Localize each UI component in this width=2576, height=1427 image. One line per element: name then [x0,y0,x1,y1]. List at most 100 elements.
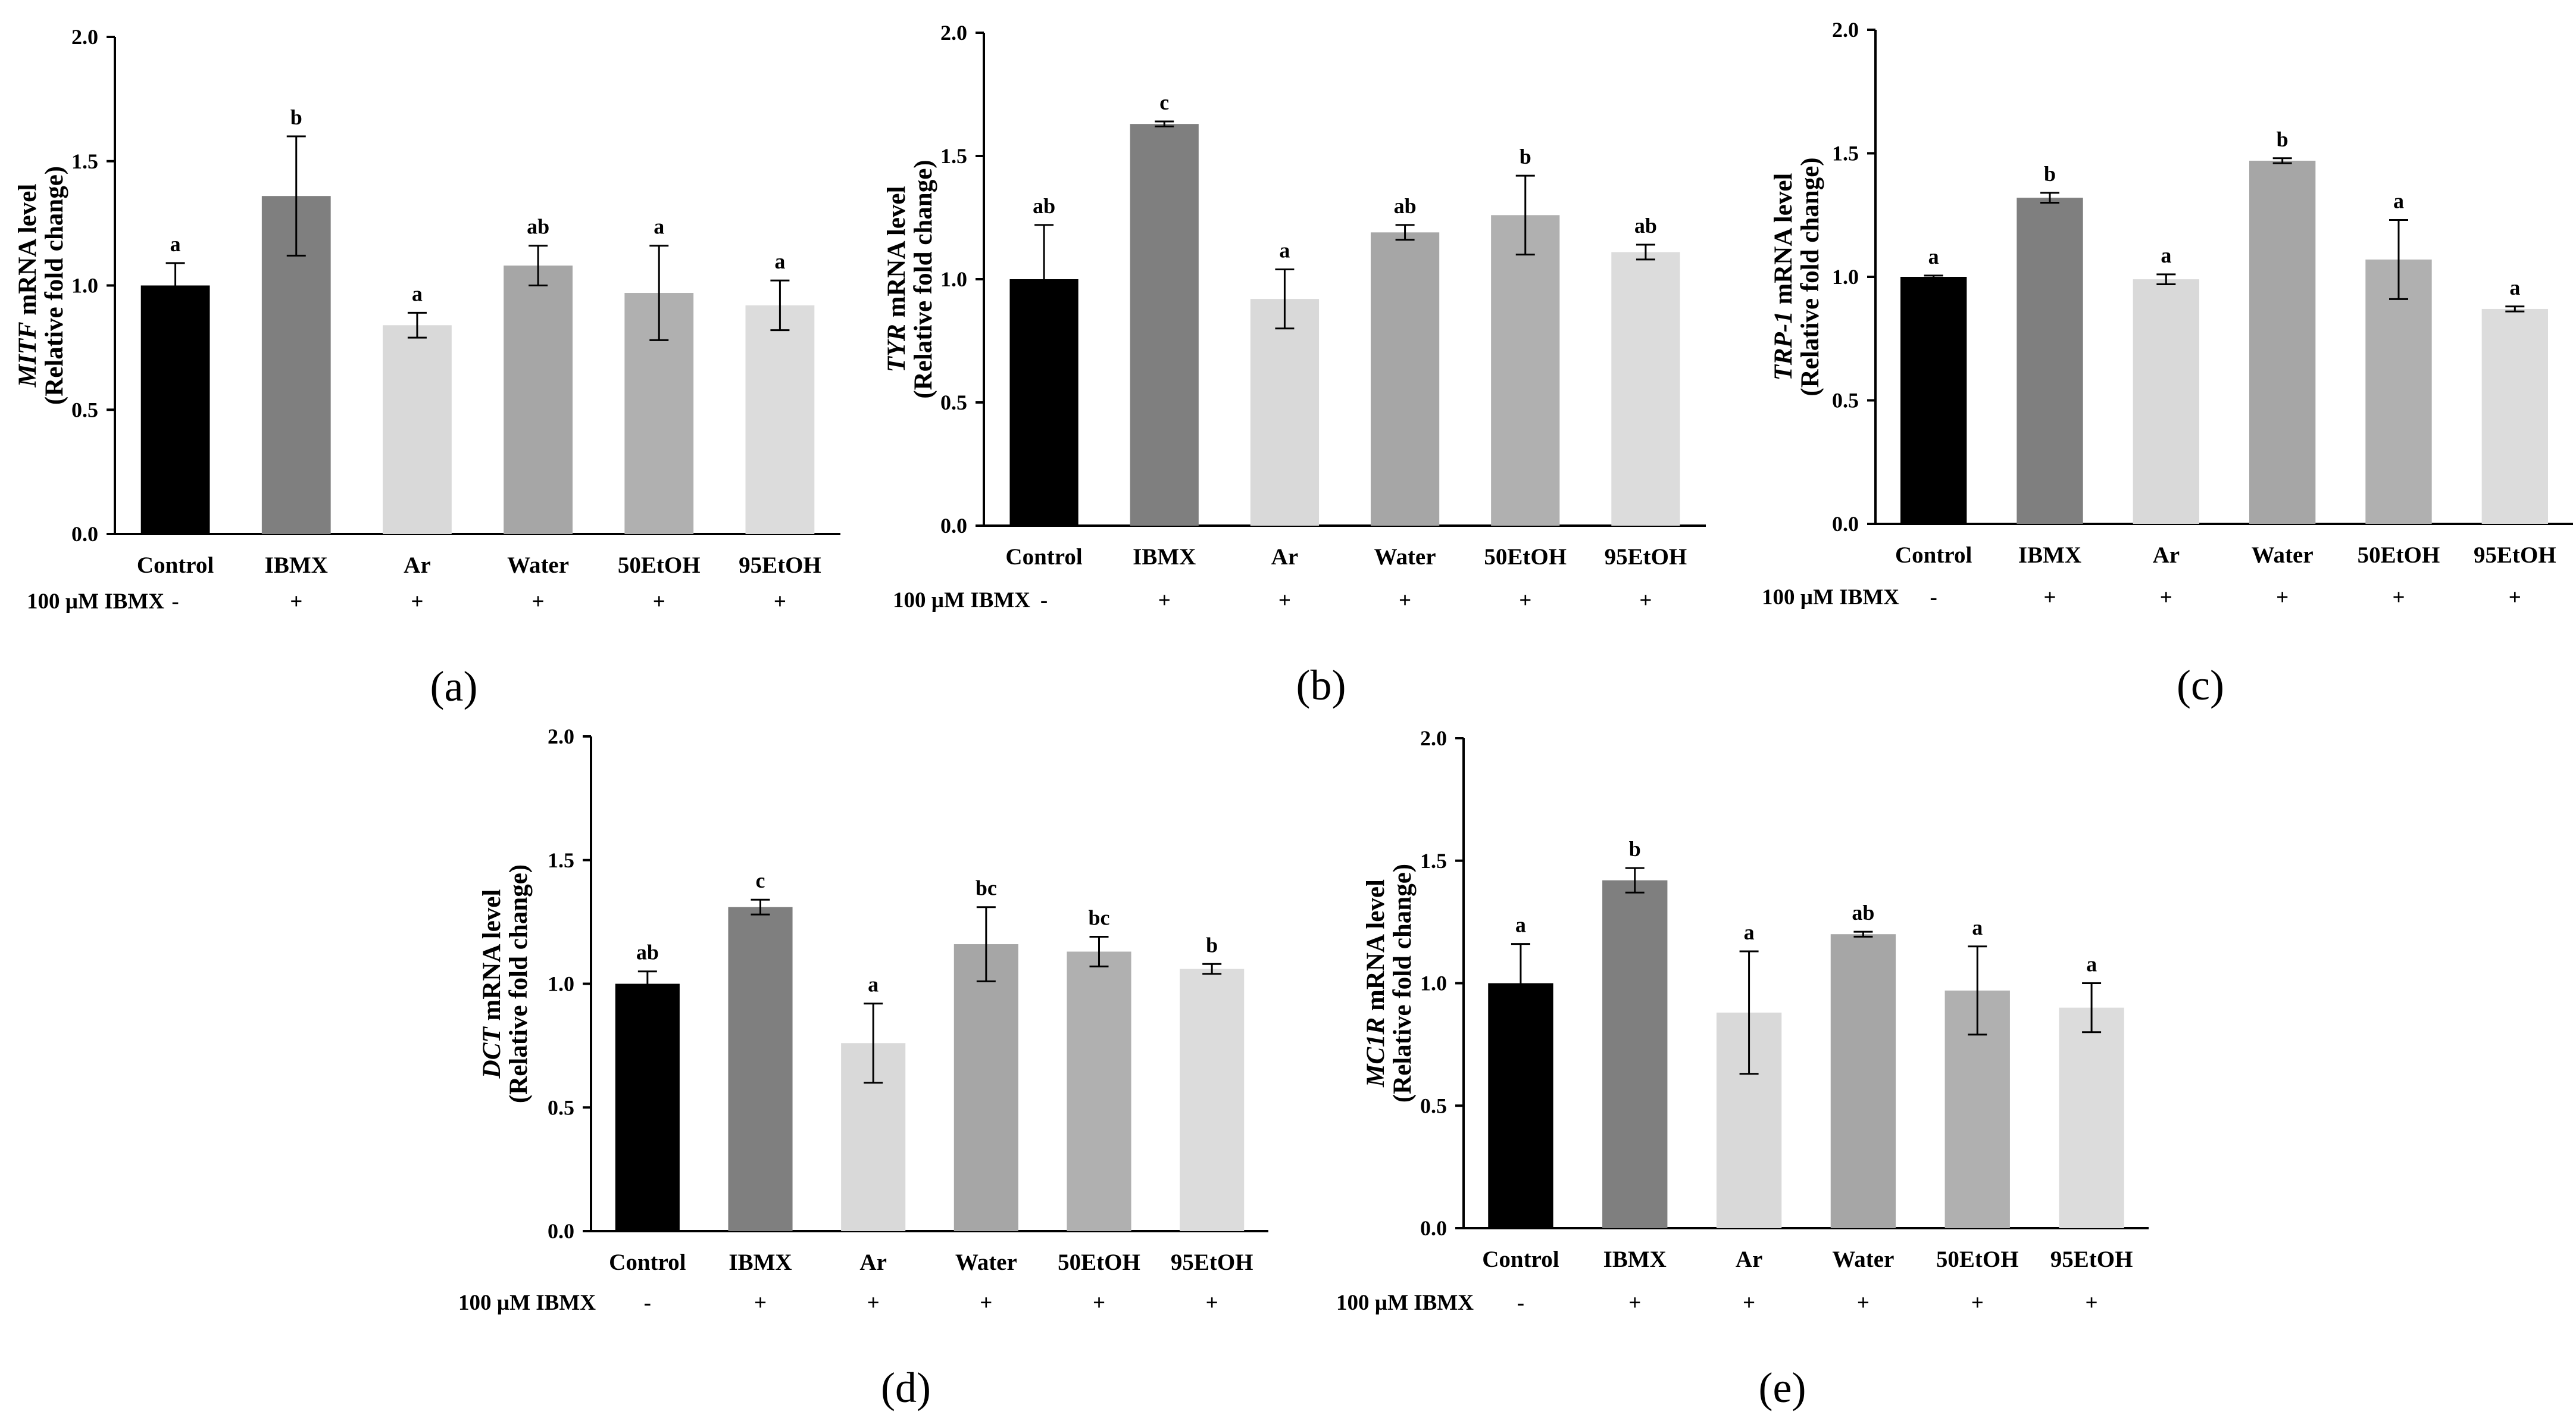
treatment-sign: - [644,1291,651,1315]
treatment-sign: + [980,1291,992,1315]
significance-label: a [654,215,664,239]
y-tick-label: 0.5 [1832,389,1859,413]
y-tick-label: 1.0 [1420,972,1447,995]
treatment-sign: + [1158,588,1171,613]
y-tick-label: 0.0 [71,522,98,546]
category-label: IBMX [2018,542,2081,568]
significance-label: b [290,105,302,129]
category-label: 50EtOH [1058,1250,1140,1275]
treatment-sign: - [171,589,179,614]
significance-label: a [2393,189,2404,213]
category-label: IBMX [1133,544,1196,570]
bar-ar [2133,279,2200,524]
panel-letter: (e) [1759,1364,1806,1412]
y-tick-label: 2.0 [1832,18,1859,42]
significance-label: c [756,869,765,892]
significance-label: a [2509,276,2520,299]
y-tick-label: 2.0 [548,725,574,748]
significance-label: bc [976,876,997,900]
significance-label: a [412,282,423,305]
category-label: Water [2252,542,2314,568]
treatment-sign: + [1857,1291,1870,1315]
gene-name: MITF [14,321,42,388]
bar-control [1488,983,1553,1228]
category-label: Water [1374,544,1436,570]
treatment-sign: + [867,1291,880,1315]
y-axis-subtitle: (Relative fold change) [1796,157,1824,396]
bar-ar [383,325,452,534]
y-axis-subtitle: (Relative fold change) [1389,864,1417,1103]
gene-name: TRP-1 [1770,311,1797,380]
category-label: 95EtOH [2474,542,2556,568]
bar-95etoh [2481,308,2549,524]
y-tick-label: 0.0 [1420,1216,1447,1240]
y-axis-subtitle: (Relative fold change) [909,160,937,398]
y-axis-subtitle: (Relative fold change) [40,166,68,405]
category-label: IBMX [265,552,328,578]
treatment-sign: + [1743,1291,1755,1315]
y-tick-label: 1.5 [548,848,574,872]
y-axis-title: TRP-1 mRNA level [1770,173,1797,381]
bar-water [954,944,1018,1231]
y-axis-title-suffix: mRNA level [478,889,506,1028]
panel-c: 0.0 0.5 1.0 1.5 2.0 a Control - b IBMX + a Ar + b Water… [1762,18,2573,709]
y-axis-title-suffix: mRNA level [1770,173,1797,311]
category-label: 95EtOH [1605,544,1687,570]
bar-50etoh [1491,215,1560,526]
panel-a: 0.0 0.5 1.0 1.5 2.0 a Control - b IBMX + a Ar + ab Wate… [14,25,840,710]
bar-50etoh [1067,951,1131,1231]
panel-b: 0.0 0.5 1.0 1.5 2.0 ab Control - c IBMX + a Ar + ab Wat… [883,21,1706,709]
significance-label: a [2086,953,2097,976]
panel-e: 0.0 0.5 1.0 1.5 2.0 a Control - b IBMX + a Ar + ab Wate… [1336,726,2149,1412]
treatment-sign: + [1206,1291,1218,1315]
y-tick-label: 1.0 [940,267,967,291]
category-label: Control [1895,542,1972,568]
panel-letter: (d) [881,1364,931,1412]
y-axis-title-suffix: mRNA level [1362,879,1390,1017]
bar-water [1370,232,1440,526]
significance-label: a [1928,245,1939,268]
significance-label: a [2161,243,2171,267]
treatment-sign: + [2160,585,2172,610]
y-tick-label: 2.0 [1420,726,1447,750]
y-tick-label: 1.5 [1420,849,1447,873]
treatment-row-label: 100 µM IBMX [27,589,164,614]
panel-d: 0.0 0.5 1.0 1.5 2.0 ab Control - c IBMX + a Ar + bc Wat… [458,725,1268,1412]
category-label: 95EtOH [1171,1250,1253,1275]
significance-label: a [1515,913,1526,937]
panel-letter: (c) [2177,661,2224,709]
treatment-sign: - [1930,585,1937,610]
y-axis-title: MITF mRNA level [14,184,42,388]
bar-50etoh [2365,259,2432,524]
treatment-sign: - [1040,588,1048,613]
bar-ibmx [2017,198,2083,524]
category-label: IBMX [1603,1247,1667,1272]
y-tick-label: 0.5 [71,398,98,421]
treatment-sign: + [1971,1291,1984,1315]
significance-label: c [1159,90,1169,114]
treatment-sign: + [1628,1291,1641,1315]
category-label: Water [955,1250,1017,1275]
y-axis-subtitle: (Relative fold change) [505,864,533,1103]
category-label: Control [609,1250,686,1275]
category-label: Ar [859,1250,886,1275]
gene-name: DCT [478,1026,506,1079]
category-label: 50EtOH [1936,1247,2019,1272]
bar-control [615,983,680,1231]
treatment-sign: + [1519,588,1531,613]
treatment-sign: + [2392,585,2405,610]
y-axis-title-suffix: mRNA level [883,186,911,324]
panel-letter: (a) [430,663,478,710]
bar-ibmx [1130,124,1199,526]
significance-label: ab [1852,901,1874,925]
bar-95etoh [1180,969,1245,1231]
significance-label: bc [1089,906,1110,930]
treatment-sign: + [1278,588,1291,613]
category-label: Water [507,552,569,578]
y-tick-label: 1.0 [71,274,98,298]
significance-label: b [1520,145,1531,168]
treatment-sign: + [1639,588,1652,613]
significance-label: a [1744,920,1755,944]
bar-95etoh [2059,1007,2124,1228]
significance-label: ab [527,215,549,239]
